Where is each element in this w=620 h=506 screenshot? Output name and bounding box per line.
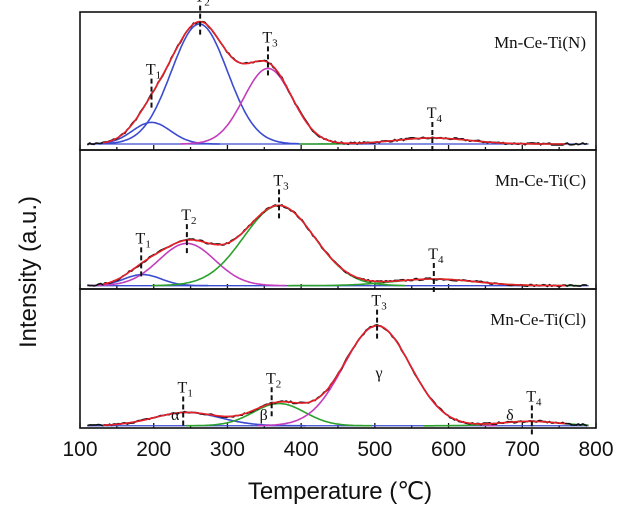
peak-label: T1 <box>146 62 161 82</box>
peak-label: T2 <box>195 0 210 9</box>
x-axis-title: Temperature (℃) <box>248 478 432 505</box>
peak-label: T1 <box>178 379 193 399</box>
x-tick-label: 400 <box>284 438 319 461</box>
x-axis: 100 200 300 400 500 600 700 800 <box>62 438 613 461</box>
peak-label: T4 <box>428 246 444 266</box>
peak-greek-label: γ <box>375 365 383 382</box>
y-axis-title: Intensity (a.u.) <box>15 196 42 348</box>
peak-label: T3 <box>371 293 387 313</box>
peak-label: T3 <box>262 29 278 49</box>
x-tick-label: 500 <box>357 438 392 461</box>
x-tick-label: 200 <box>136 438 171 461</box>
fitted-sum-curve <box>102 204 565 287</box>
panel-title: Mn-Ce-Ti(Cl) <box>490 310 586 329</box>
panel-1: Mn-Ce-Ti(N) T1 T2 T3 T4 <box>79 0 597 152</box>
peak-greek-label: β <box>260 407 268 424</box>
fitted-sum-curve <box>102 20 565 145</box>
peak-label: T3 <box>273 172 289 192</box>
x-tick-label: 800 <box>578 438 613 461</box>
fitted-sum-curve <box>102 324 566 426</box>
x-tick-label: 600 <box>431 438 466 461</box>
peak-label: T4 <box>427 105 443 125</box>
component-peak-1 <box>87 121 221 145</box>
peak-label: T1 <box>136 230 151 250</box>
experimental-curve <box>87 204 588 288</box>
panel-3: Mn-Ce-Ti(Cl) T1 α T2 β T3 γ T4 δ <box>79 288 597 436</box>
peak-greek-label: α <box>171 407 180 424</box>
peak-label: T2 <box>181 207 196 227</box>
x-tick-label: 300 <box>210 438 245 461</box>
component-peak-3 <box>180 67 355 145</box>
x-tick-label: 100 <box>62 438 97 461</box>
peak-label: T2 <box>266 370 281 390</box>
component-peak-2 <box>98 23 300 145</box>
x-tick-label: 700 <box>505 438 540 461</box>
peak-greek-label: δ <box>506 407 514 424</box>
panel-title: Mn-Ce-Ti(N) <box>494 33 586 52</box>
panel-2: Mn-Ce-Ti(C) T1 T2 T3 T4 <box>79 149 597 293</box>
component-peak-2 <box>186 402 372 427</box>
panels-layer: Mn-Ce-Ti(N)T1T2T3T4Mn-Ce-Ti(C)T1T2T3T4Mn… <box>79 0 597 436</box>
panel-title: Mn-Ce-Ti(C) <box>495 171 586 190</box>
peak-label: T4 <box>526 388 542 408</box>
